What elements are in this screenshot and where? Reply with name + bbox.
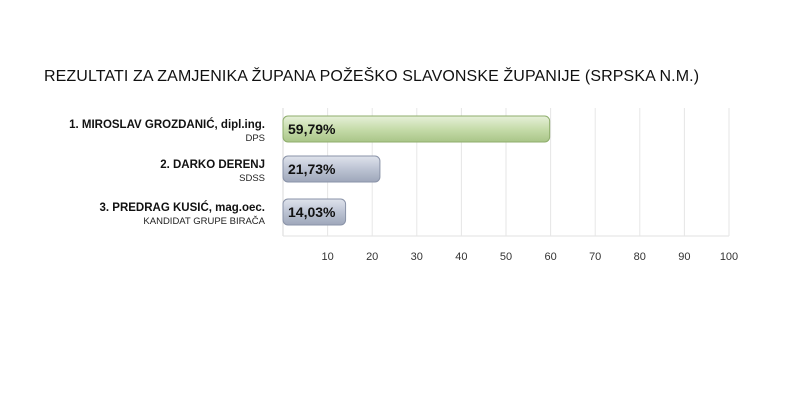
x-tick-label: 30 bbox=[411, 251, 423, 263]
bar bbox=[282, 115, 551, 143]
bar-value-label: 59,79% bbox=[288, 121, 336, 137]
candidate-party: SDSS bbox=[239, 173, 265, 184]
bar-value-label: 21,73% bbox=[288, 161, 336, 177]
bar-value-label: 14,03% bbox=[288, 204, 336, 220]
x-tick-label: 40 bbox=[455, 251, 467, 263]
x-tick-label: 80 bbox=[634, 251, 646, 263]
x-tick-label: 20 bbox=[366, 251, 378, 263]
x-tick-label: 10 bbox=[321, 251, 333, 263]
candidate-party: KANDIDAT GRUPE BIRAČA bbox=[143, 216, 265, 227]
x-tick-label: 60 bbox=[544, 251, 556, 263]
chart-title: REZULTATI ZA ZAMJENIKA ŽUPANA POŽEŠKO SL… bbox=[44, 68, 700, 85]
x-tick-label: 90 bbox=[678, 251, 690, 263]
x-tick-label: 70 bbox=[589, 251, 601, 263]
x-tick-label: 100 bbox=[720, 251, 738, 263]
candidate-party: DPS bbox=[245, 133, 265, 144]
bar bbox=[282, 155, 381, 183]
candidate-name: 1. MIROSLAV GROZDANIĆ, dipl.ing. bbox=[69, 118, 265, 131]
candidate-name: 3. PREDRAG KUSIĆ, mag.oec. bbox=[99, 201, 265, 214]
x-tick-label: 50 bbox=[500, 251, 512, 263]
bar bbox=[282, 198, 347, 226]
candidate-name: 2. DARKO DERENJ bbox=[160, 159, 265, 171]
